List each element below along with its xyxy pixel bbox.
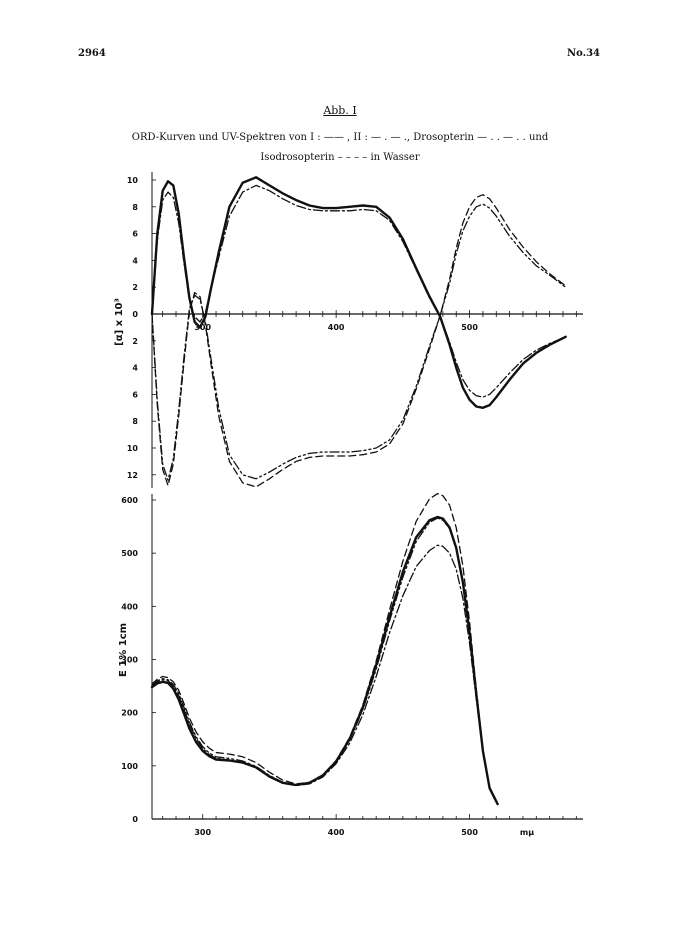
- figure-label: Abb. I: [0, 104, 680, 117]
- ord-series-i: [150, 176, 567, 409]
- ord-x-tick-label: 300: [194, 323, 211, 332]
- uv-panel: 300 400 500 mμ 0 100 200 300 400 500 600 E 1% 1cm: [118, 492, 583, 837]
- uv-series-isodrosopterin: [151, 492, 499, 804]
- ord-y-tick-label: 12: [127, 471, 138, 480]
- figure-label-text: Abb. I: [323, 104, 357, 117]
- uv-y-tick-label: 300: [121, 656, 138, 665]
- ord-x-tick-label: 500: [461, 323, 478, 332]
- uv-x-tick-label: 300: [194, 828, 211, 837]
- uv-series-ii: [151, 544, 499, 805]
- figure-caption-line-2: Isodrosopterin – – – – in Wasser: [260, 152, 420, 163]
- ord-series-isodrosopterin: [151, 194, 567, 488]
- uv-y-tick-label: 100: [121, 762, 138, 771]
- ord-panel: 300 400 500 10 8 6 4 2 0 2 4 6 8 10 12 [α] x 10³: [114, 172, 583, 488]
- ord-x-tick-label: 400: [328, 323, 345, 332]
- ord-y-tick-label: 2: [132, 283, 138, 292]
- figure-caption-line-1: ORD-Kurven und UV-Spektren von I : —— , …: [131, 132, 549, 143]
- ord-y-tick-label: 2: [132, 337, 138, 346]
- uv-y-tick-label: 0: [132, 815, 138, 824]
- ord-y-tick-label: 8: [132, 203, 138, 212]
- ord-series-ii: [151, 184, 567, 398]
- journal-issue: No.34: [566, 48, 600, 59]
- uv-y-tick-label: 400: [121, 602, 138, 611]
- ord-y-tick-label: 0: [132, 310, 138, 319]
- uv-y-axis-title: E 1% 1cm: [118, 623, 129, 677]
- uv-y-tick-label: 500: [121, 549, 138, 558]
- uv-x-tick-label: 400: [328, 828, 345, 837]
- ord-y-tick-label: 10: [127, 176, 139, 185]
- ord-y-tick-label: 4: [132, 256, 138, 265]
- ord-series-drosopterin: [151, 203, 567, 481]
- uv-series-drosopterin: [151, 517, 499, 805]
- page-number: 2964: [78, 48, 106, 59]
- uv-y-tick-label: 200: [121, 709, 138, 718]
- ord-y-tick-label: 10: [127, 444, 139, 453]
- ord-y-tick-label: 8: [132, 417, 138, 426]
- uv-series-i: [150, 515, 499, 806]
- ord-y-axis-title: [α] x 10³: [114, 298, 125, 346]
- uv-x-tick-label: mμ: [520, 828, 534, 837]
- uv-x-tick-label: 500: [461, 828, 478, 837]
- ord-y-tick-label: 6: [132, 230, 138, 239]
- ord-y-tick-label: 6: [132, 390, 138, 399]
- uv-y-tick-label: 600: [121, 496, 138, 505]
- ord-y-tick-label: 4: [132, 364, 138, 373]
